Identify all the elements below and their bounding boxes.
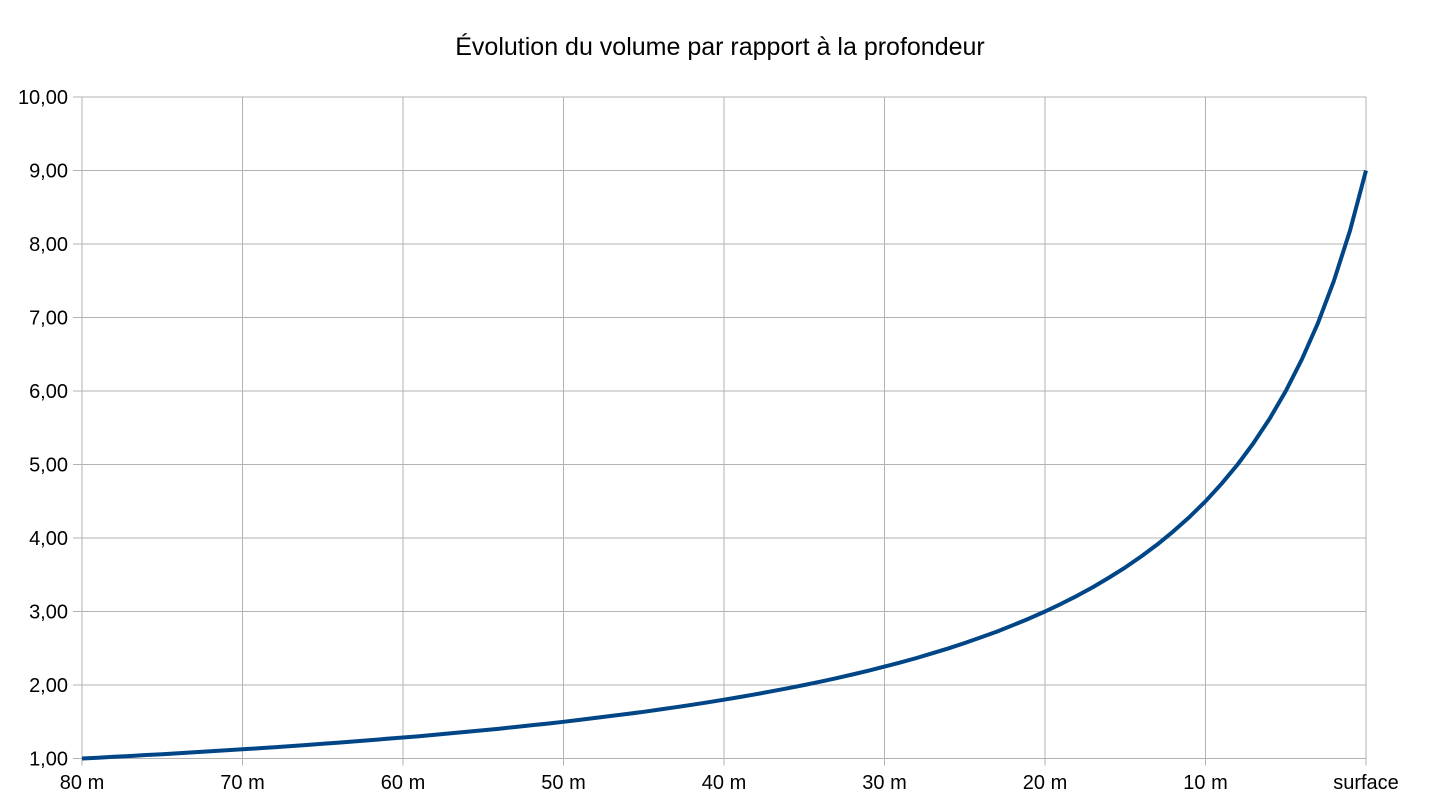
x-tick-label: 70 m <box>220 772 264 794</box>
x-tick-label: 80 m <box>60 772 104 794</box>
y-tick-label: 4,00 <box>29 528 68 550</box>
y-tick-label: 7,00 <box>29 308 68 330</box>
chart-title: Évolution du volume par rapport à la pro… <box>455 33 985 61</box>
x-tick-label: 40 m <box>702 772 746 794</box>
y-tick-label: 9,00 <box>29 161 68 183</box>
y-tick-label: 2,00 <box>29 675 68 697</box>
y-tick-label: 3,00 <box>29 602 68 624</box>
x-tick-label: 50 m <box>541 772 585 794</box>
y-tick-label: 8,00 <box>29 234 68 256</box>
volume-curve <box>81 169 1368 761</box>
y-tick-label: 10,00 <box>18 87 68 109</box>
x-tick-label: 30 m <box>862 772 906 794</box>
y-tick-label: 5,00 <box>29 455 68 477</box>
y-tick-label: 1,00 <box>29 749 68 771</box>
x-tick-label: 10 m <box>1183 772 1227 794</box>
x-tick-label: 60 m <box>381 772 425 794</box>
x-tick-label: surface <box>1333 772 1399 794</box>
x-tick-label: 20 m <box>1023 772 1067 794</box>
y-tick-label: 6,00 <box>29 381 68 403</box>
